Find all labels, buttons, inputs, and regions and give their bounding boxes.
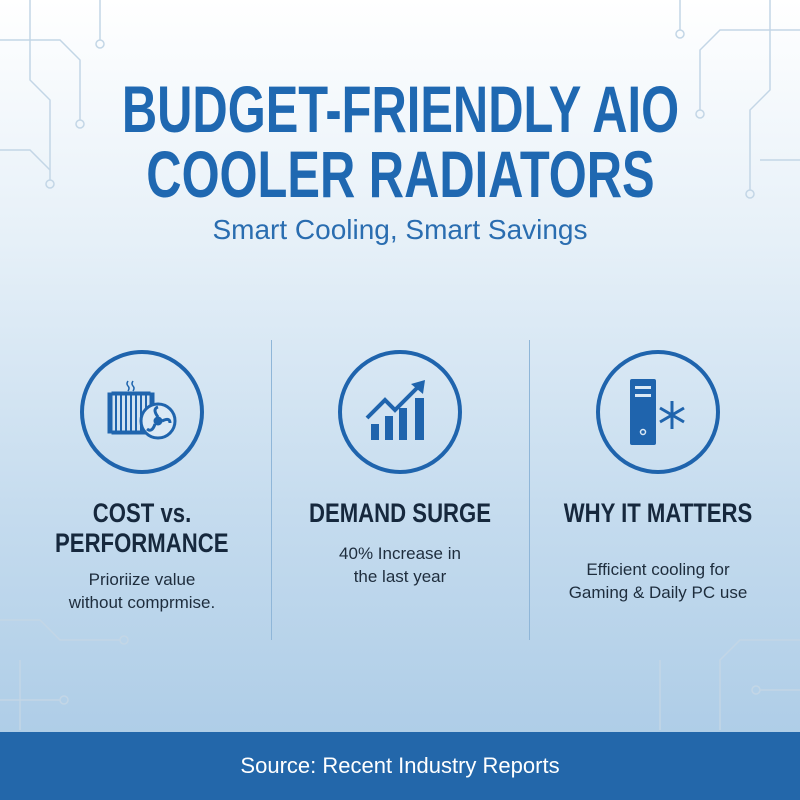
subtitle: Smart Cooling, Smart Savings (212, 214, 588, 245)
title-line-1: BUDGET-FRIENDLY AIO (121, 72, 679, 146)
divider (529, 340, 530, 640)
radiator-fan-icon (80, 350, 204, 474)
source-footer: Source: Recent Industry Reports (0, 732, 800, 800)
heading: COST vs. PERFORMANCE (55, 498, 229, 558)
column-cost-performance: COST vs. PERFORMANCE Prioriize value witho… (22, 350, 262, 614)
pc-tower-snowflake-icon (596, 350, 720, 474)
column-why-it-matters: WHY IT MATTERS Efficient cooling for Gami… (538, 350, 778, 604)
heading: DEMAND SURGE (308, 498, 492, 528)
description: Prioriize value without comprmise. (68, 570, 216, 612)
title-line-2: COOLER RADIATORS (145, 137, 655, 211)
growth-chart-icon (338, 350, 462, 474)
column-demand-surge: DEMAND SURGE 40% Increase in the last yea… (280, 350, 520, 588)
description: Efficient cooling for Gaming & Daily PC u… (568, 560, 748, 602)
heading: WHY IT MATTERS (563, 498, 753, 528)
description: 40% Increase in the last year (339, 544, 461, 586)
divider (271, 340, 272, 640)
